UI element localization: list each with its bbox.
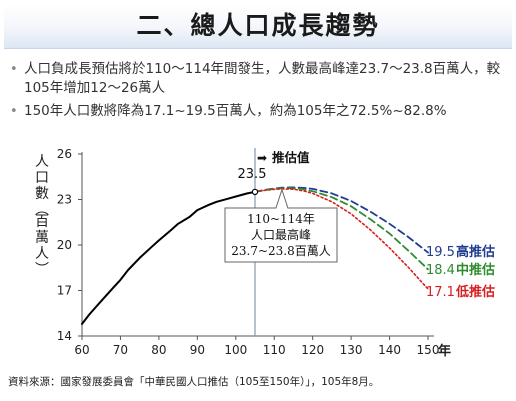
x-tick-label: 60	[74, 343, 89, 357]
x-tick-label: 90	[190, 343, 205, 357]
bullet-item: • 150年人口數將降為17.1~19.5百萬人，約為105年之72.5%~82…	[6, 102, 512, 121]
y-tick-label: 20	[57, 238, 72, 252]
source-note: 資料來源：國家發展委員會「中華民國人口推估（105至150年）」，105年8月。	[8, 376, 380, 388]
bullet-icon: •	[10, 62, 18, 77]
projection-arrow-icon: ➡	[257, 151, 267, 165]
x-tick-label: 70	[113, 343, 128, 357]
x-axis-title: 年	[438, 343, 451, 359]
title-bar	[4, 4, 512, 49]
x-tick-label: 110	[263, 343, 286, 357]
series-end-value: 17.1	[426, 285, 455, 300]
series-line-1	[254, 186, 429, 254]
peak-callout-box	[224, 188, 338, 263]
series-end-name: 高推估	[456, 244, 495, 260]
bullet-item: • 人口負成長預估將於110～114年間發生，人數最高峰達23.7～23.8百萬…	[6, 60, 512, 98]
x-tick-label: 120	[301, 343, 324, 357]
bullet-text: 150年人口數將降為17.1~19.5百萬人，約為105年之72.5%~82.8…	[24, 103, 447, 119]
callout-line: 人口最高峰	[251, 227, 311, 242]
callout-line: 110~114年	[247, 212, 315, 226]
x-tick-label: 130	[340, 343, 363, 357]
peak-value-label: 23.5	[238, 167, 267, 182]
slide-title: 二、總人口成長趨勢	[136, 11, 380, 40]
series-end-name: 低推估	[455, 284, 495, 300]
peak-point	[251, 188, 259, 196]
series-end-name: 中推估	[456, 262, 495, 278]
x-tick-label: 80	[151, 343, 166, 357]
series-end-value: 19.5	[426, 245, 455, 260]
series-line-historical	[81, 190, 256, 325]
y-tick-label: 26	[57, 147, 72, 161]
projection-label: 推估值	[272, 150, 310, 165]
x-tick-label: 100	[224, 343, 247, 357]
bullet-list: • 人口負成長預估將於110～114年間發生，人數最高峰達23.7～23.8百萬…	[6, 60, 512, 125]
y-tick-label: 23	[57, 193, 72, 207]
y-axis-title: 人口數︵百萬人︶	[35, 154, 49, 278]
y-tick-label: 14	[57, 329, 72, 343]
y-tick-label: 17	[57, 284, 72, 298]
callout-line: 23.7~23.8百萬人	[231, 244, 331, 258]
x-tick-label: 150	[417, 343, 440, 357]
bullet-text: 人口負成長預估將於110～114年間發生，人數最高峰達23.7～23.8百萬人，…	[24, 61, 501, 96]
series-line-3	[254, 188, 429, 290]
series-end-value: 18.4	[426, 263, 455, 278]
bullet-icon: •	[10, 104, 18, 119]
x-tick-label: 140	[378, 343, 401, 357]
series-line-2	[254, 187, 429, 271]
